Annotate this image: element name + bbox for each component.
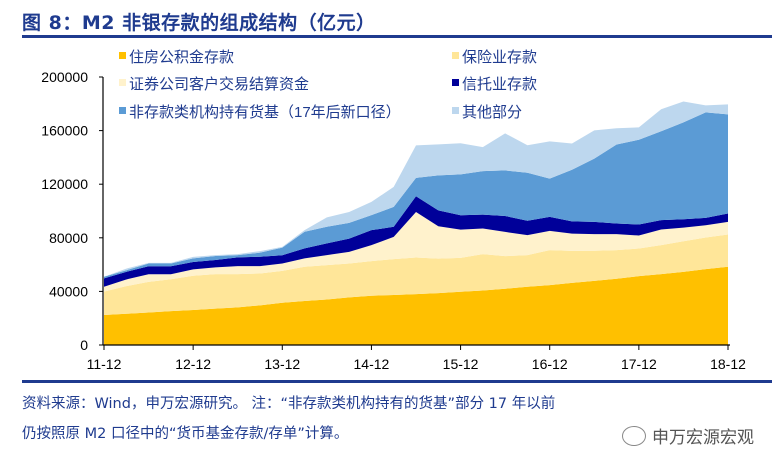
area-series-1 [104, 234, 728, 315]
area-series-3 [104, 196, 728, 287]
footer-rule [22, 380, 772, 383]
x-tick-label: 18-12 [710, 356, 746, 372]
legend-swatch [119, 79, 126, 86]
watermark-text: 申万宏源宏观 [652, 428, 754, 448]
legend-swatch [452, 79, 459, 86]
y-tick-label: 120000 [41, 176, 88, 192]
x-tick-label: 14-12 [354, 356, 390, 372]
x-tick-label: 13-12 [264, 356, 300, 372]
y-tick-label: 160000 [41, 123, 88, 139]
figure-title: 图 8：M2 非银存款的组成结构（亿元） [22, 12, 376, 34]
source-note-line2: 仍按照原 M2 口径中的“货币基金存款/存单”计算。 [22, 426, 349, 442]
y-tick-label: 0 [80, 337, 88, 353]
y-tick-label: 200000 [41, 69, 88, 85]
legend-item: 保险业存款 [452, 49, 537, 66]
axes-layer: 0 40000 80000 120000 160000 200000 11-12 12-12 1… [41, 69, 746, 372]
title-rule [22, 35, 772, 38]
y-tick-label: 80000 [49, 230, 88, 246]
stacked-area-chart: 0 40000 80000 120000 160000 200000 11-12 12-12 1… [41, 49, 746, 372]
legend-swatch [452, 107, 459, 114]
x-tick-label: 12-12 [175, 356, 211, 372]
legend-swatch [119, 107, 126, 114]
legend-label: 住房公积金存款 [129, 49, 234, 66]
x-tick-label: 16-12 [532, 356, 568, 372]
y-tick-label: 40000 [49, 283, 88, 299]
area-series-0 [104, 266, 728, 345]
legend-label: 保险业存款 [462, 49, 537, 66]
legend-label: 证券公司客户交易结算资金 [129, 75, 309, 93]
legend-label: 信托业存款 [462, 76, 537, 93]
legend-swatch [452, 52, 459, 59]
area-series-5 [104, 101, 728, 277]
wechat-icon [622, 425, 646, 446]
legend-item: 其他部分 [452, 104, 522, 121]
legend-label: 其他部分 [462, 104, 522, 121]
legend-swatch [119, 52, 126, 59]
watermark: 申万宏源宏观 [622, 423, 754, 448]
x-tick-label: 17-12 [621, 356, 657, 372]
legend-label: 非存款类机构持有货基（17年后新口径） [129, 104, 401, 121]
legend-item: 证券公司客户交易结算资金 [119, 75, 309, 93]
legend-item: 非存款类机构持有货基（17年后新口径） [119, 104, 401, 121]
source-note: 资料来源：Wind，申万宏源研究。 注：“非存款类机构持有的货基”部分 17 年… [22, 396, 556, 412]
legend-item: 信托业存款 [452, 76, 537, 93]
areas-layer [104, 101, 728, 345]
area-series-4 [104, 112, 728, 279]
area-series-2 [104, 211, 728, 292]
legend-item: 住房公积金存款 [119, 49, 234, 66]
x-tick-label: 15-12 [443, 356, 479, 372]
x-tick-label: 11-12 [87, 356, 122, 372]
